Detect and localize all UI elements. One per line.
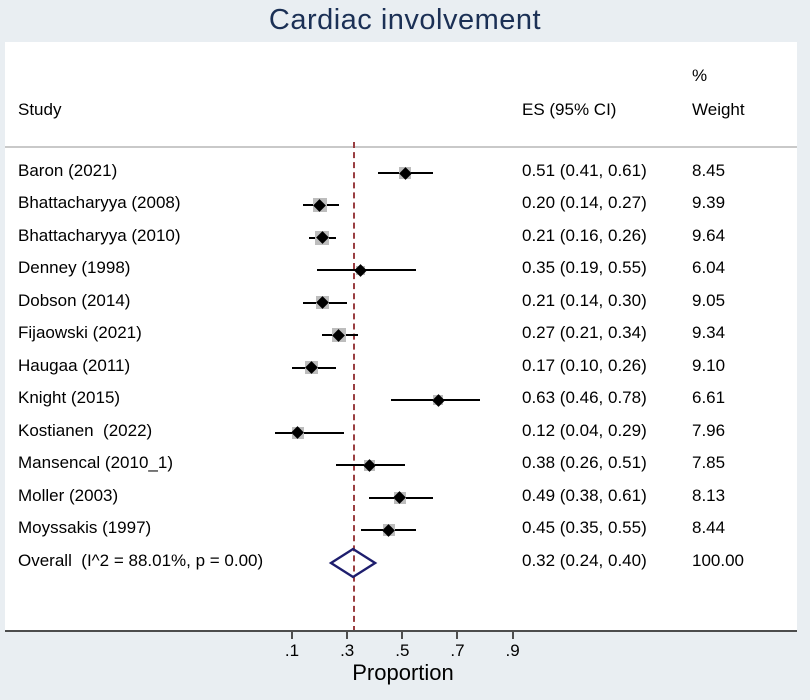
column-header-es: ES (95% CI) <box>522 100 617 119</box>
reference-line <box>352 142 355 632</box>
weight-value: 9.05 <box>692 290 726 310</box>
study-label: Haugaa (2011) <box>18 355 131 375</box>
x-axis-tick <box>456 632 459 639</box>
x-axis-tick <box>346 632 349 639</box>
overall-es-ci-value: 0.32 (0.24, 0.40) <box>522 550 647 570</box>
weight-value: 9.39 <box>692 193 726 213</box>
weight-value: 7.85 <box>692 453 726 473</box>
column-header-percent-sign: % <box>692 66 708 85</box>
plot-panel: % Study ES (95% CI) Weight Baron (2021) 0… <box>5 42 797 632</box>
study-label: Fijaowski (2021) <box>18 323 142 343</box>
weight-value: 7.96 <box>692 420 726 440</box>
study-label: Moller (2003) <box>18 485 119 505</box>
overall-weight-value: 100.00 <box>692 550 744 570</box>
ci-line <box>275 431 345 434</box>
study-label: Bhattacharyya (2010) <box>18 225 181 245</box>
es-ci-value: 0.49 (0.38, 0.61) <box>522 485 647 505</box>
weight-value: 6.61 <box>692 388 726 408</box>
study-label: Kostianen (2022) <box>18 420 153 440</box>
weight-value: 9.34 <box>692 323 726 343</box>
x-axis-tick <box>401 632 404 639</box>
study-label: Bhattacharyya (2008) <box>18 193 181 213</box>
x-axis-tick-label: .5 <box>395 641 410 660</box>
page-title: Cardiac involvement <box>268 4 542 36</box>
es-ci-value: 0.12 (0.04, 0.29) <box>522 420 647 440</box>
es-ci-value: 0.21 (0.16, 0.26) <box>522 225 647 245</box>
x-axis-line <box>5 630 797 632</box>
column-header-study: Study <box>18 100 62 119</box>
es-ci-value: 0.17 (0.10, 0.26) <box>522 355 647 375</box>
weight-value: 8.13 <box>692 485 726 505</box>
es-ci-value: 0.35 (0.19, 0.55) <box>522 258 647 278</box>
es-ci-value: 0.45 (0.35, 0.55) <box>522 518 647 538</box>
es-ci-value: 0.38 (0.26, 0.51) <box>522 453 647 473</box>
overall-label: Overall (I^2 = 88.01%, p = 0.00) <box>18 550 264 570</box>
es-ci-value: 0.20 (0.14, 0.27) <box>522 193 647 213</box>
weight-value: 9.64 <box>692 225 726 245</box>
weight-value: 9.10 <box>692 355 726 375</box>
es-ci-value: 0.21 (0.14, 0.30) <box>522 290 647 310</box>
x-axis-tick-label: .1 <box>284 641 300 660</box>
es-ci-value: 0.51 (0.41, 0.61) <box>522 161 647 180</box>
study-label: Baron (2021) <box>18 161 118 180</box>
x-axis-tick-label: .3 <box>340 641 355 660</box>
x-axis-tick <box>511 632 514 639</box>
x-axis-tick-label: .7 <box>450 641 465 660</box>
x-axis-tick <box>291 632 294 639</box>
study-label: Moyssakis (1997) <box>18 518 152 538</box>
study-label: Knight (2015) <box>18 388 121 408</box>
column-header-weight: Weight <box>692 100 745 119</box>
x-axis-title: Proportion <box>352 660 454 685</box>
study-label: Denney (1998) <box>18 258 131 278</box>
study-label: Dobson (2014) <box>18 290 131 310</box>
weight-value: 6.04 <box>692 258 726 278</box>
weight-value: 8.44 <box>692 518 726 538</box>
study-label: Mansencal (2010_1) <box>18 453 173 473</box>
weight-value: 8.45 <box>692 161 726 180</box>
overall-diamond <box>328 547 377 578</box>
header-separator-line <box>5 146 797 148</box>
es-ci-value: 0.63 (0.46, 0.78) <box>522 388 647 408</box>
es-ci-value: 0.27 (0.21, 0.34) <box>522 323 647 343</box>
x-axis-tick-label: .9 <box>505 641 520 660</box>
